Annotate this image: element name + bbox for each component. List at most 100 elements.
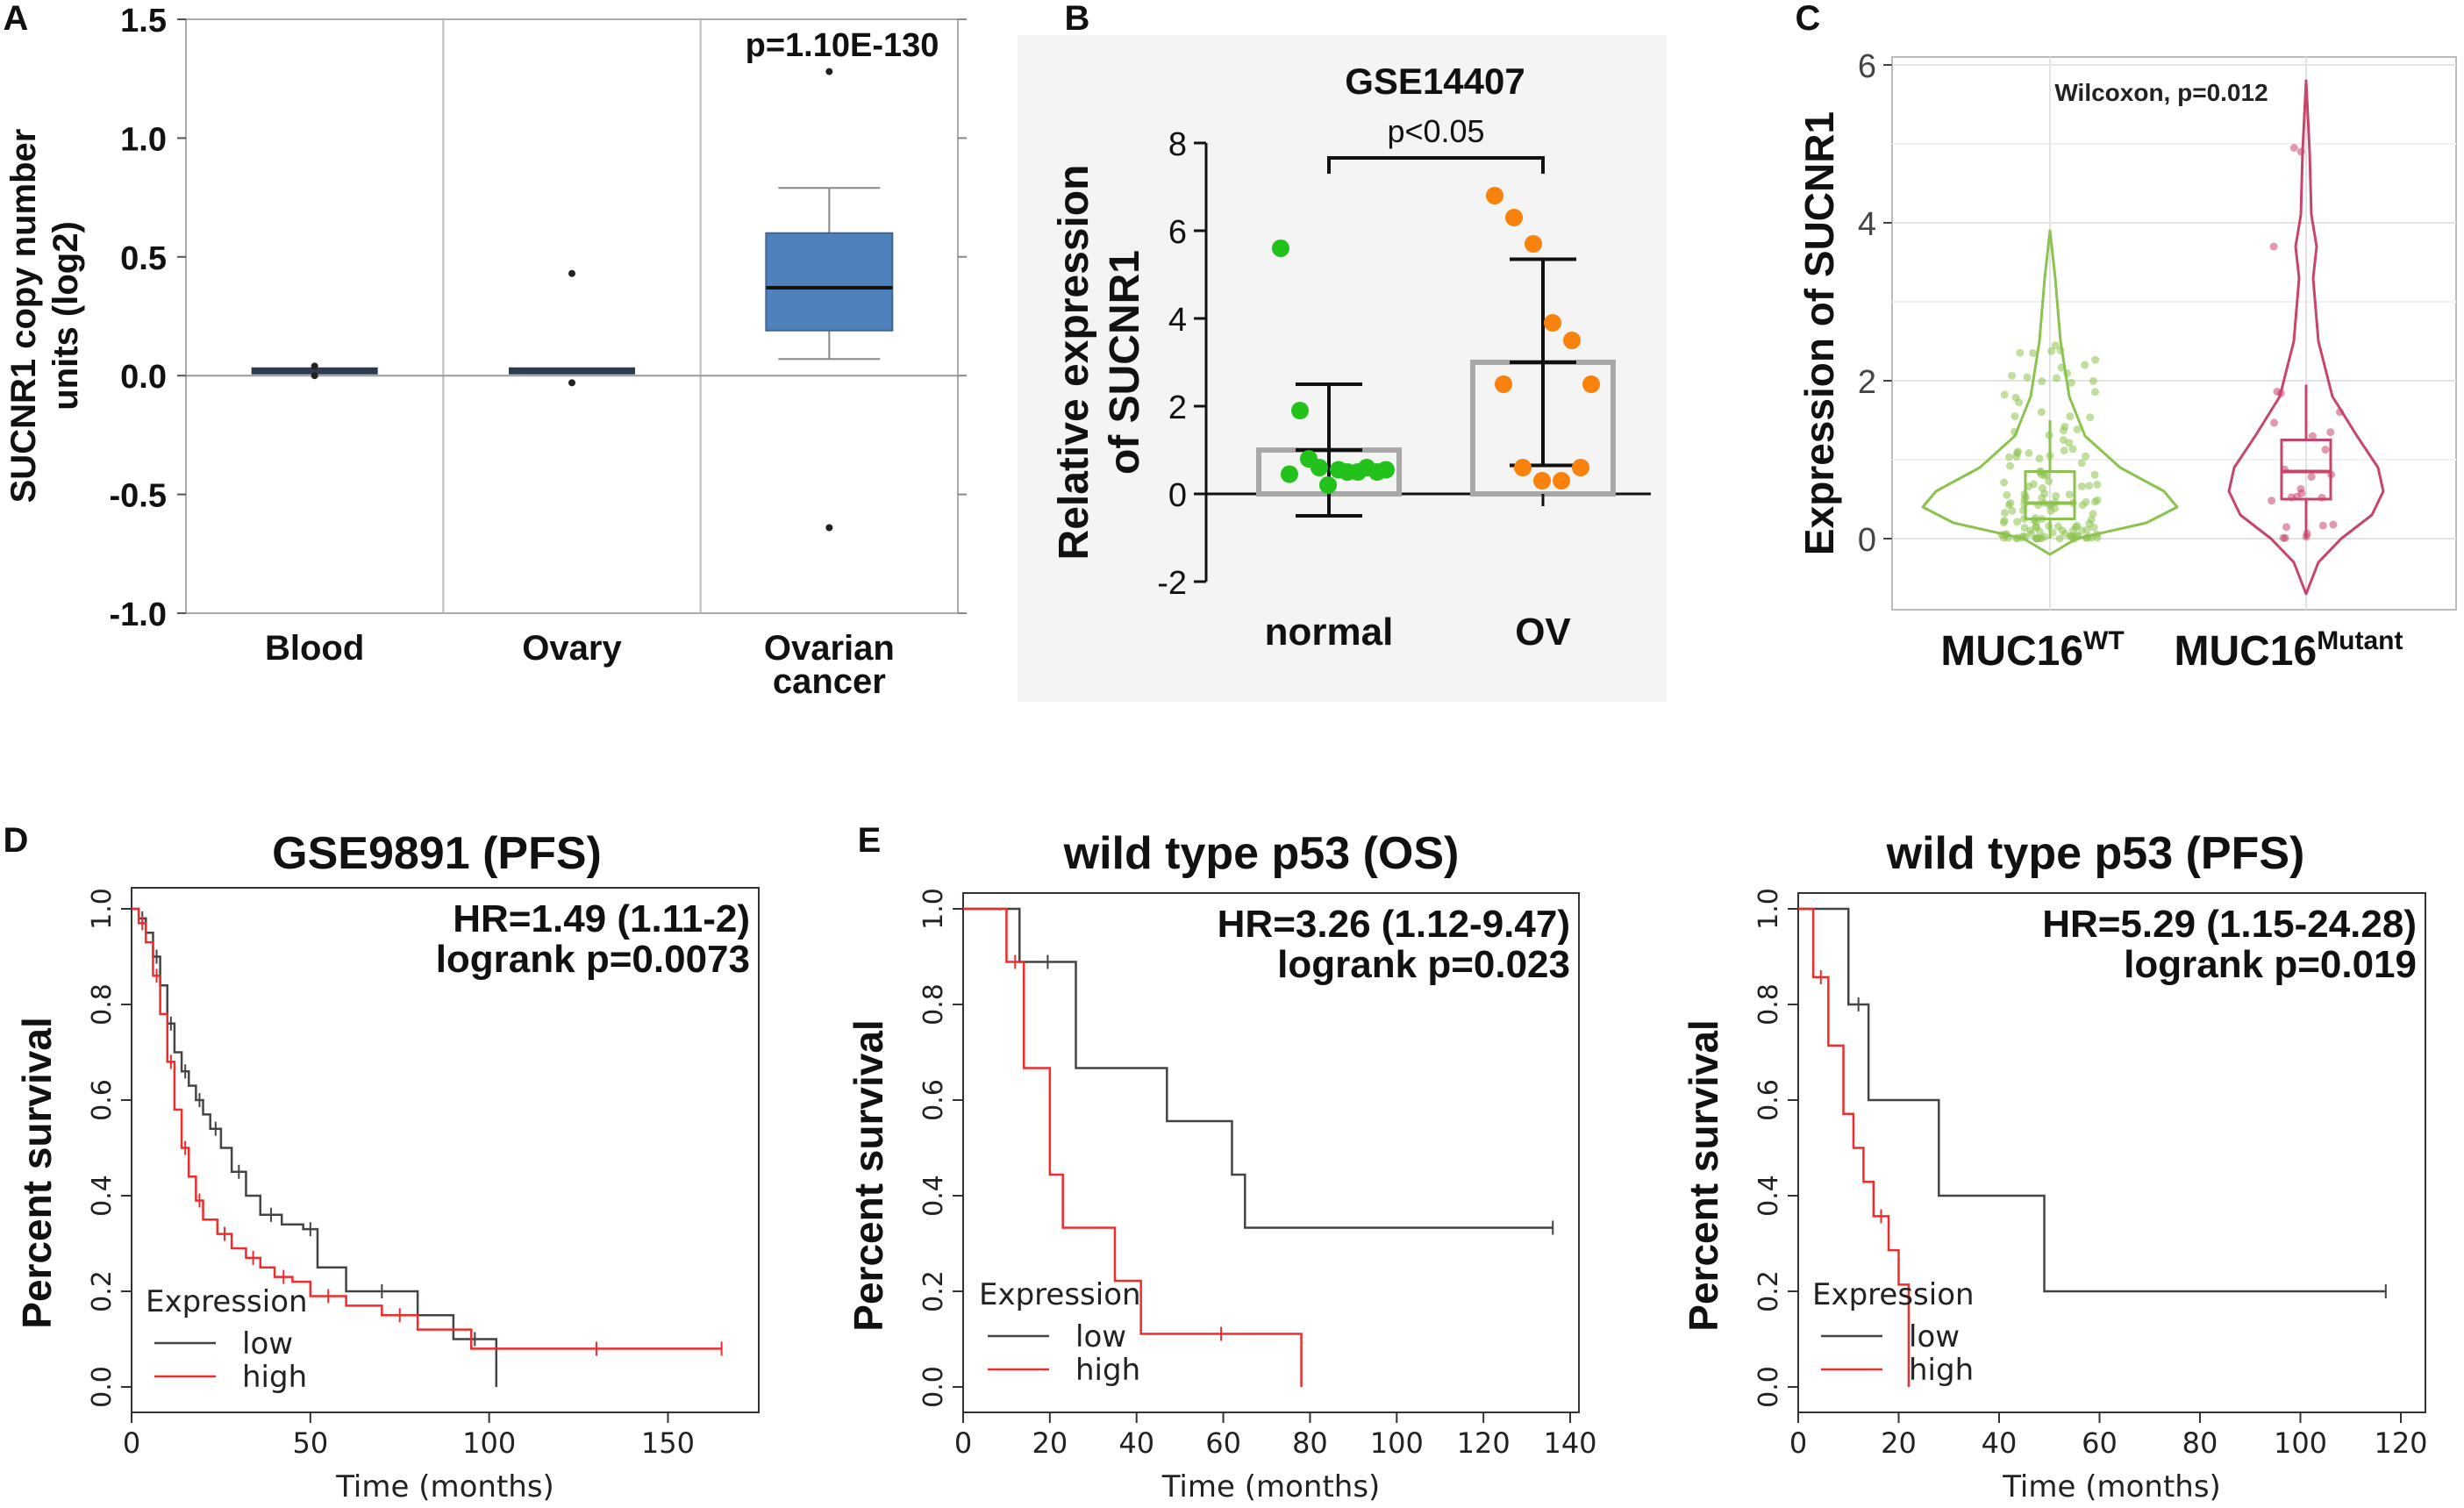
legend-title: Expression bbox=[979, 1277, 1141, 1312]
data-point bbox=[2046, 506, 2055, 515]
data-point bbox=[2085, 519, 2094, 528]
y-tick-label: 0.4 bbox=[1753, 1175, 1784, 1217]
data-point bbox=[2004, 501, 2013, 510]
plot-frame bbox=[1891, 56, 2457, 611]
data-point bbox=[1514, 459, 1532, 476]
data-point bbox=[2053, 522, 2062, 531]
outlier-point bbox=[568, 379, 575, 387]
data-point bbox=[2035, 534, 2044, 543]
panel-letter-C: C bbox=[1796, 0, 1821, 38]
chart-title: wild type p53 (OS) bbox=[1063, 828, 1460, 879]
y-tick-label: 0.2 bbox=[918, 1270, 949, 1312]
x-category-label: MUC16Mutant bbox=[2174, 626, 2403, 675]
y-tick-label: 0.4 bbox=[918, 1175, 949, 1217]
data-point bbox=[2268, 497, 2276, 505]
y-tick-label: 0.6 bbox=[1753, 1079, 1784, 1121]
data-point bbox=[1486, 187, 1503, 204]
data-point bbox=[2336, 408, 2345, 417]
data-point bbox=[2269, 242, 2278, 251]
x-axis-label: Time (months) bbox=[1161, 1469, 1381, 1504]
y-axis-label: Percent survival bbox=[846, 1019, 891, 1331]
data-point bbox=[2051, 341, 2060, 350]
y-tick-label: 0.0 bbox=[918, 1366, 949, 1408]
x-tick-label: 100 bbox=[1370, 1426, 1424, 1460]
data-point bbox=[1272, 239, 1289, 257]
y-axis-label: SUCNR1 copy number bbox=[4, 129, 43, 504]
panel-letter-E: E bbox=[858, 821, 882, 860]
y-tick-label: 4 bbox=[1168, 302, 1187, 339]
y-tick-label: 0.0 bbox=[1753, 1366, 1784, 1408]
data-point bbox=[2052, 491, 2060, 500]
x-category-superscript: Mutant bbox=[2317, 626, 2403, 655]
outlier-point bbox=[825, 68, 833, 75]
data-point bbox=[2297, 489, 2306, 497]
chart-title: GSE14407 bbox=[1345, 61, 1525, 102]
data-point bbox=[2093, 480, 2102, 489]
chart-title: wild type p53 (PFS) bbox=[1886, 828, 2305, 879]
x-tick-label: 80 bbox=[2182, 1426, 2218, 1460]
y-tick-label: 2 bbox=[1858, 364, 1876, 401]
data-point bbox=[2008, 506, 2017, 515]
data-point bbox=[2066, 412, 2075, 421]
data-point bbox=[2082, 497, 2090, 506]
data-point bbox=[1525, 235, 1542, 253]
x-category-label: OV bbox=[1515, 611, 1571, 654]
data-point bbox=[2296, 147, 2305, 156]
data-point bbox=[2023, 373, 2032, 382]
data-point bbox=[2005, 461, 2014, 470]
x-category-label: Ovary bbox=[522, 629, 622, 668]
data-point bbox=[2045, 431, 2053, 440]
chart-title: GSE9891 (PFS) bbox=[272, 828, 602, 879]
y-tick-label: 4 bbox=[1858, 206, 1876, 243]
x-tick-label: 140 bbox=[1543, 1426, 1596, 1460]
y-tick-label: 0.5 bbox=[120, 240, 167, 277]
significance-bracket bbox=[1327, 156, 1545, 174]
y-tick-label: 1.0 bbox=[87, 888, 118, 930]
x-category-label: Ovarian bbox=[764, 629, 895, 668]
data-point bbox=[2281, 465, 2289, 474]
y-tick-label: 8 bbox=[1168, 126, 1187, 163]
y-tick-label: 0.2 bbox=[87, 1270, 118, 1312]
data-point bbox=[1291, 402, 1309, 419]
data-point bbox=[1553, 472, 1570, 490]
data-point bbox=[2035, 468, 2044, 476]
data-point bbox=[2016, 348, 2025, 357]
data-point bbox=[2013, 518, 2022, 526]
p-value-annotation: p<0.05 bbox=[1387, 113, 1484, 149]
data-point bbox=[2308, 432, 2317, 440]
x-category-label: cancer bbox=[773, 662, 886, 701]
plot-frame bbox=[131, 887, 760, 1413]
x-tick-label: 40 bbox=[1982, 1426, 2018, 1460]
data-point bbox=[2057, 363, 2066, 372]
x-tick-label: 20 bbox=[1881, 1426, 1917, 1460]
data-point bbox=[2048, 528, 2057, 537]
data-point bbox=[2001, 509, 2010, 518]
panel-background bbox=[1018, 35, 1667, 702]
data-point bbox=[2326, 428, 2335, 437]
data-point bbox=[2055, 534, 2064, 543]
p-value-annotation: Wilcoxon, p=0.012 bbox=[2054, 79, 2268, 106]
data-point bbox=[2047, 347, 2056, 355]
data-point bbox=[2289, 144, 2298, 152]
data-point bbox=[2004, 453, 2013, 461]
x-tick-label: 80 bbox=[1292, 1426, 1328, 1460]
survival-curve-low bbox=[132, 907, 498, 1387]
logrank-p-text: logrank p=0.023 bbox=[1277, 943, 1570, 986]
data-point bbox=[2003, 490, 2011, 499]
y-tick-label: 0.8 bbox=[918, 983, 949, 1026]
panel-letter-D: D bbox=[4, 821, 29, 860]
data-point bbox=[2093, 533, 2102, 542]
data-point bbox=[2073, 425, 2082, 434]
y-tick-label: 0.8 bbox=[1753, 983, 1784, 1026]
data-point bbox=[2019, 514, 2028, 523]
x-tick-label: 60 bbox=[1205, 1426, 1241, 1460]
data-point bbox=[2302, 532, 2310, 541]
legend-label: high bbox=[1075, 1353, 1140, 1388]
data-point bbox=[2081, 361, 2089, 369]
data-point bbox=[2077, 482, 2086, 490]
data-point bbox=[2010, 427, 2019, 436]
y-axis-label: of SUCNR1 bbox=[1102, 250, 1148, 475]
legend-label: low bbox=[1075, 1319, 1126, 1354]
data-point bbox=[2065, 490, 2074, 499]
x-category-base: MUC16 bbox=[1940, 628, 2083, 675]
